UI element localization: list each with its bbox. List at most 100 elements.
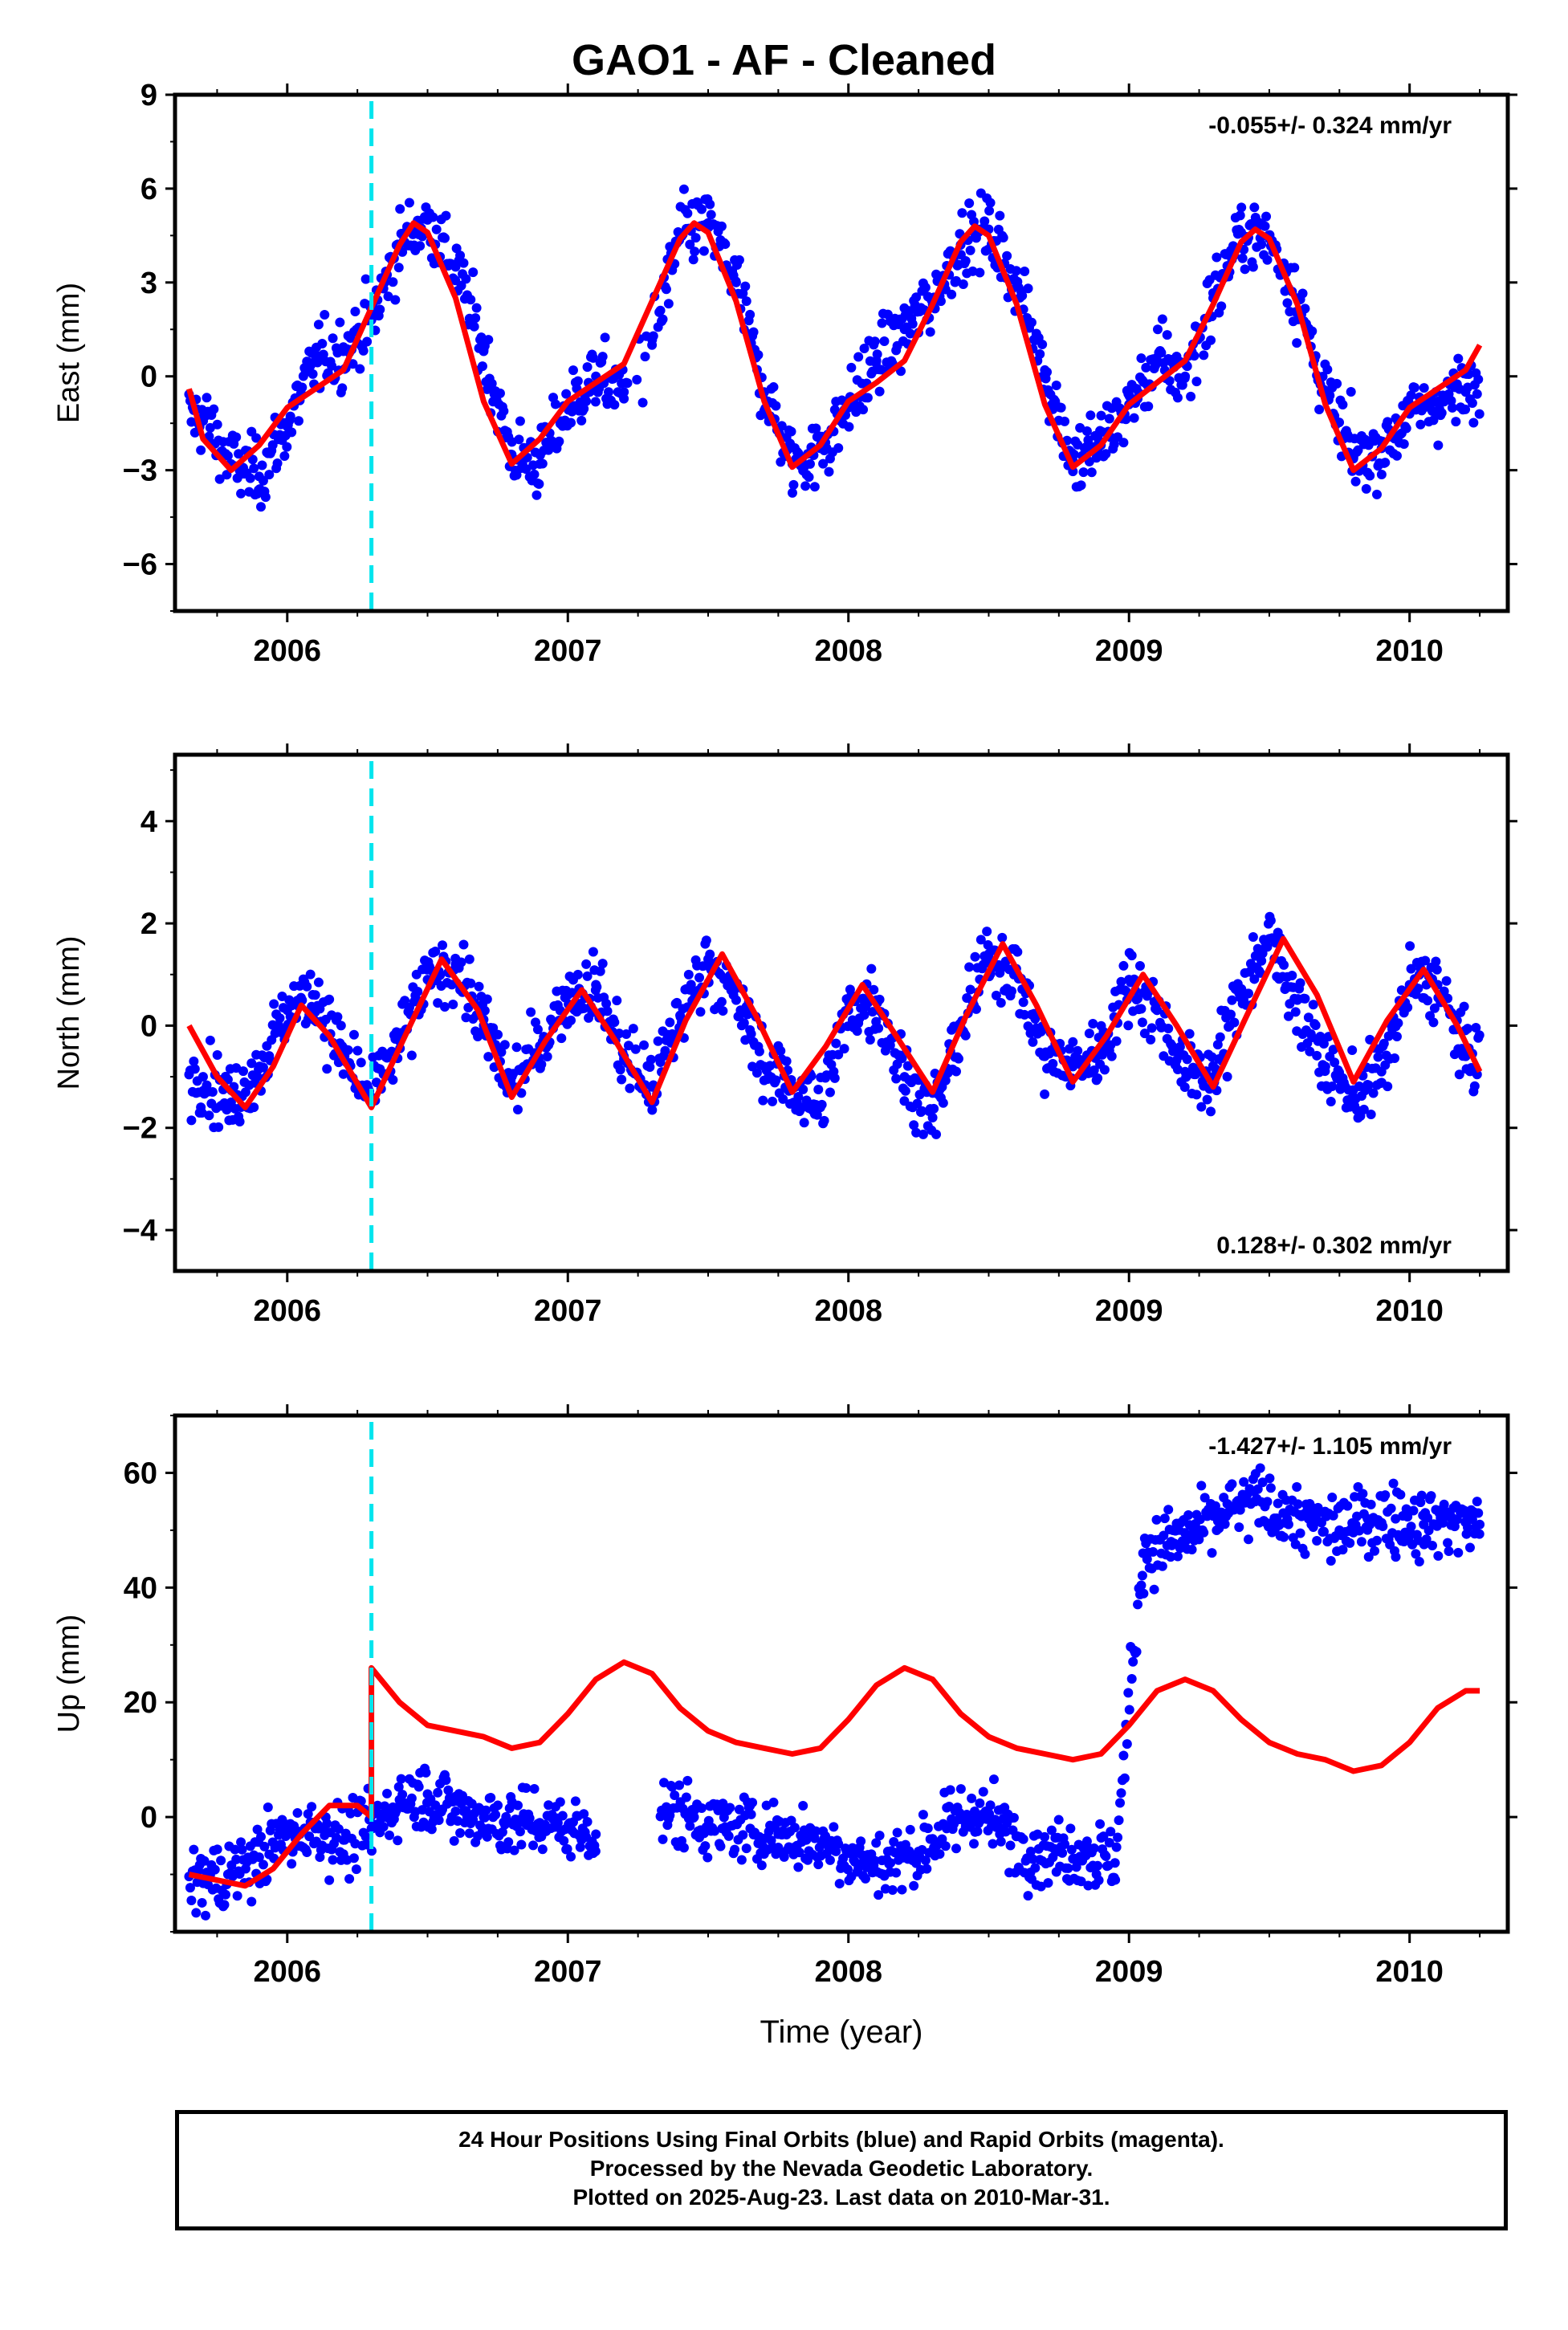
data-point (1012, 947, 1023, 957)
data-point (258, 1062, 268, 1073)
data-point (1325, 390, 1335, 401)
data-point (1199, 1527, 1209, 1538)
data-point (1236, 202, 1247, 213)
data-point (793, 1091, 804, 1102)
data-point (869, 984, 879, 995)
y-tick-label: 6 (141, 173, 157, 206)
data-point (842, 1864, 853, 1875)
y-tick-label: −2 (123, 1112, 157, 1146)
data-point (595, 966, 605, 976)
data-point (455, 1828, 466, 1839)
data-point (1372, 489, 1383, 499)
y-tick-label: 0 (141, 1801, 157, 1835)
data-point (1083, 435, 1094, 446)
data-point (307, 1802, 317, 1812)
data-point (730, 1844, 740, 1855)
x-tick-label: 2007 (534, 634, 602, 668)
y-tick-label: 0 (141, 360, 157, 394)
data-point (1116, 1788, 1126, 1798)
data-point (252, 1824, 263, 1835)
data-point (1474, 409, 1485, 419)
data-point (984, 1809, 995, 1819)
data-point (1429, 1003, 1440, 1013)
data-point (397, 1790, 408, 1800)
data-points (184, 1463, 1485, 1921)
data-point (256, 1831, 267, 1842)
data-point (1179, 373, 1190, 383)
data-point (647, 1105, 658, 1115)
data-point (1136, 1580, 1146, 1591)
data-point (798, 1801, 808, 1811)
data-point (703, 1852, 713, 1863)
data-point (995, 210, 1005, 221)
data-point (768, 382, 779, 393)
data-point (1380, 1490, 1391, 1501)
data-point (812, 1110, 822, 1120)
plot-frame (173, 1413, 1510, 1934)
data-point (1023, 283, 1033, 294)
data-point (1383, 417, 1393, 427)
data-point (972, 1827, 983, 1837)
data-point (415, 241, 426, 251)
data-point (482, 994, 492, 1004)
data-point (1415, 419, 1426, 430)
data-point (621, 1029, 632, 1040)
data-point (1133, 1599, 1143, 1610)
data-point (348, 1029, 359, 1040)
data-point (1429, 397, 1440, 407)
data-point (688, 255, 698, 265)
data-point (1084, 1029, 1094, 1039)
data-point (1137, 1570, 1147, 1581)
data-point (278, 1003, 288, 1013)
data-point (238, 1066, 248, 1077)
data-point (1237, 253, 1248, 263)
data-point (1101, 449, 1111, 459)
data-point (1252, 1484, 1263, 1494)
data-point (866, 963, 877, 974)
data-point (1076, 1876, 1086, 1887)
data-point (1002, 251, 1012, 261)
data-point (874, 994, 885, 1004)
data-point (351, 1864, 361, 1875)
data-point (1368, 1088, 1379, 1098)
data-point (1172, 1065, 1183, 1075)
data-point (865, 1035, 875, 1045)
data-point (210, 1864, 220, 1875)
data-point (781, 1056, 792, 1066)
data-point (786, 426, 796, 437)
data-point (1310, 1020, 1321, 1030)
data-point (1138, 1588, 1149, 1599)
data-point (804, 458, 815, 469)
data-point (1358, 1489, 1368, 1499)
data-point (343, 1045, 353, 1055)
data-point (495, 388, 505, 398)
data-point (1393, 1018, 1403, 1029)
data-point (186, 1896, 197, 1906)
data-point (275, 1013, 285, 1024)
data-point (466, 978, 476, 988)
data-point (947, 289, 957, 299)
data-point (499, 405, 509, 416)
data-point (1187, 1545, 1197, 1555)
data-point (700, 1841, 711, 1851)
data-point (1454, 384, 1464, 394)
data-point (1182, 1054, 1192, 1065)
data-point (602, 1006, 613, 1016)
data-point (1030, 1863, 1041, 1873)
data-point (1035, 348, 1045, 359)
data-point (537, 1844, 548, 1855)
data-point (1089, 1843, 1099, 1853)
data-point (531, 490, 542, 500)
data-point (1279, 1532, 1289, 1542)
data-point (515, 416, 525, 426)
data-point (996, 997, 1006, 1008)
data-point (1227, 1479, 1237, 1489)
data-point (601, 998, 612, 1008)
data-point (639, 1040, 650, 1050)
data-point (741, 296, 751, 307)
data-point (811, 1826, 821, 1836)
data-point (706, 210, 716, 220)
data-point (884, 1859, 894, 1869)
data-point (1069, 450, 1079, 460)
panel-2: −4 −2 0 2 4 2006 2007 2008 2009 2010 North (mm) 0.1… (52, 743, 1517, 1328)
